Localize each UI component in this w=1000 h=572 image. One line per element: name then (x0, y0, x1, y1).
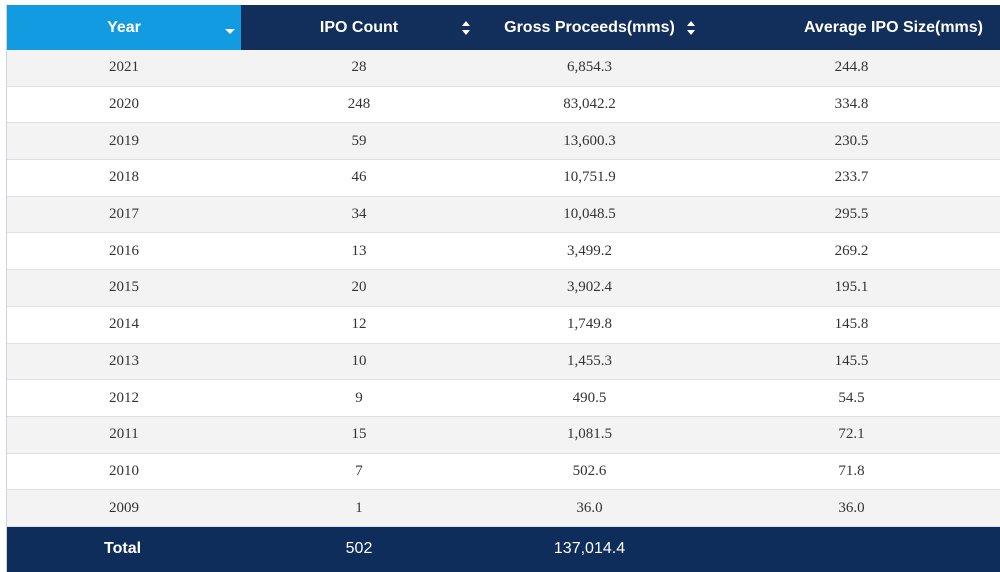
cell-average-ipo-size: 145.8 (834, 316, 869, 333)
column-header-gross-proceeds[interactable]: Gross Proceeds(mms) (477, 5, 702, 50)
cell-gross-proceeds: 1,749.8 (567, 316, 612, 333)
cell-year: 2021 (109, 59, 139, 76)
cell-year: 2016 (109, 242, 139, 259)
total-ipo-count: 502 (345, 540, 373, 558)
cell-gross-proceeds: 36.0 (576, 499, 603, 516)
cell-year: 2018 (109, 169, 139, 186)
cell-ipo-count: 248 (347, 96, 371, 113)
cell-ipo-count: 9 (355, 389, 363, 406)
table-row: 2014 12 1,749.8 145.8 (7, 306, 1000, 344)
cell-ipo-count: 15 (351, 426, 367, 443)
cell-gross-proceeds: 3,902.4 (567, 279, 612, 296)
cell-average-ipo-size: 334.8 (834, 96, 869, 113)
table-row: 2015 20 3,902.4 195.1 (7, 270, 1000, 307)
cell-average-ipo-size: 233.7 (834, 169, 869, 186)
cell-year: 2012 (109, 389, 139, 406)
column-header-label: Year (107, 18, 141, 36)
cell-gross-proceeds: 3,499.2 (567, 242, 612, 259)
cell-ipo-count: 13 (351, 242, 367, 259)
table-footer: Total 502 137,014.4 (7, 526, 1000, 572)
cell-year: 2009 (109, 499, 139, 516)
cell-gross-proceeds: 502.6 (572, 462, 607, 479)
cell-ipo-count: 59 (351, 132, 367, 149)
table-row: 2019 59 13,600.3 230.5 (7, 123, 1000, 161)
cell-average-ipo-size: 72.1 (838, 426, 865, 443)
table-row: 2010 7 502.6 71.8 (7, 453, 1000, 491)
cell-average-ipo-size: 230.5 (834, 132, 869, 149)
cell-average-ipo-size: 195.1 (834, 279, 869, 296)
cell-ipo-count: 10 (351, 352, 367, 369)
ipo-table: Year IPO Count Gross Proceeds(mms) Avera… (6, 5, 1000, 572)
total-label: Total (104, 540, 142, 558)
column-header-year[interactable]: Year (7, 5, 241, 50)
table-row: 2020 248 83,042.2 334.8 (7, 86, 1000, 124)
cell-year: 2020 (109, 96, 139, 113)
table-row: 2013 10 1,455.3 145.5 (7, 343, 1000, 381)
cell-year: 2010 (109, 462, 139, 479)
table-row: 2016 13 3,499.2 269.2 (7, 233, 1000, 271)
table-row: 2018 46 10,751.9 233.7 (7, 160, 1000, 197)
cell-gross-proceeds: 490.5 (572, 389, 607, 406)
cell-ipo-count: 46 (351, 169, 367, 186)
cell-gross-proceeds: 10,048.5 (563, 206, 616, 223)
column-header-ipo-count[interactable]: IPO Count (241, 5, 477, 50)
cell-ipo-count: 34 (351, 206, 367, 223)
cell-average-ipo-size: 145.5 (834, 352, 869, 369)
table-row: 2021 28 6,854.3 244.8 (7, 50, 1000, 87)
table-row: 2017 34 10,048.5 295.5 (7, 196, 1000, 234)
cell-year: 2011 (109, 426, 139, 443)
table-body: 2021 28 6,854.3 244.8 2020 248 83,042.2 334.8 20… (7, 50, 1000, 527)
cell-year: 2015 (109, 279, 139, 296)
cell-gross-proceeds: 13,600.3 (563, 132, 616, 149)
cell-gross-proceeds: 83,042.2 (563, 96, 616, 113)
cell-ipo-count: 1 (355, 499, 363, 516)
cell-gross-proceeds: 1,455.3 (567, 352, 612, 369)
cell-average-ipo-size: 71.8 (838, 462, 865, 479)
total-gross-proceeds: 137,014.4 (553, 540, 626, 558)
column-header-label: IPO Count (319, 18, 399, 36)
sort-arrows-icon[interactable] (686, 20, 696, 35)
table-row: 2009 1 36.0 36.0 (7, 490, 1000, 527)
cell-gross-proceeds: 10,751.9 (563, 169, 616, 186)
cell-ipo-count: 20 (351, 279, 367, 296)
sort-arrows-icon[interactable] (461, 20, 471, 35)
cell-ipo-count: 12 (351, 316, 367, 333)
column-header-average-ipo-size[interactable]: Average IPO Size(mms) (702, 5, 1000, 50)
cell-ipo-count: 28 (351, 59, 367, 76)
cell-average-ipo-size: 36.0 (838, 499, 865, 516)
table-row: 2011 15 1,081.5 72.1 (7, 416, 1000, 454)
table-header: Year IPO Count Gross Proceeds(mms) Avera… (7, 5, 1000, 50)
cell-average-ipo-size: 269.2 (834, 242, 869, 259)
cell-gross-proceeds: 6,854.3 (567, 59, 612, 76)
cell-year: 2019 (109, 132, 139, 149)
cell-average-ipo-size: 54.5 (838, 389, 865, 406)
cell-year: 2017 (109, 206, 139, 223)
cell-average-ipo-size: 244.8 (834, 59, 869, 76)
cell-gross-proceeds: 1,081.5 (567, 426, 612, 443)
cell-average-ipo-size: 295.5 (834, 206, 869, 223)
cell-year: 2013 (109, 352, 139, 369)
caret-down-icon[interactable] (225, 29, 235, 34)
cell-ipo-count: 7 (355, 462, 363, 479)
column-header-label: Gross Proceeds(mms) (504, 18, 675, 36)
cell-year: 2014 (109, 316, 139, 333)
table-row: 2012 9 490.5 54.5 (7, 380, 1000, 417)
column-header-label: Average IPO Size(mms) (803, 18, 983, 36)
